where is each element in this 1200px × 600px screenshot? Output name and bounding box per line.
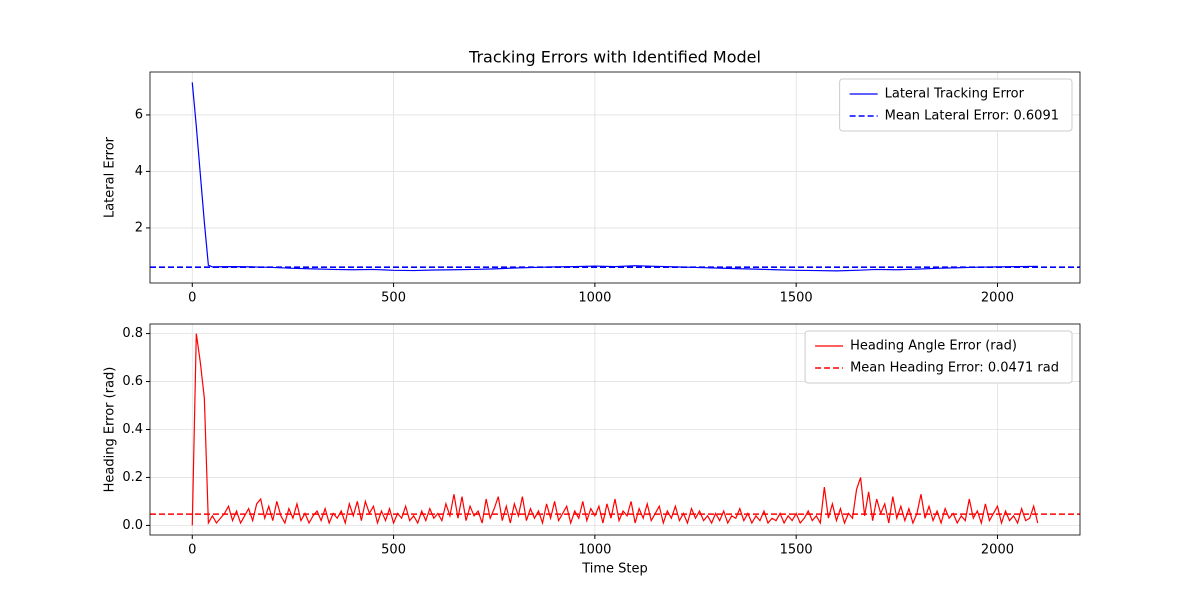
x-tick-label: 1500 bbox=[780, 291, 813, 306]
axes-frame bbox=[149, 71, 1081, 284]
y-tick-label: 6 bbox=[135, 107, 143, 122]
legend-frame bbox=[804, 330, 1073, 384]
y-tick-label: 0.0 bbox=[122, 518, 143, 533]
y-tick-label: 4 bbox=[135, 164, 143, 179]
y-tick-label: 0.6 bbox=[122, 374, 143, 389]
x-tick-label: 1000 bbox=[578, 291, 611, 306]
y-axis-label: Lateral Error bbox=[103, 136, 118, 218]
x-tick-label: 1000 bbox=[578, 543, 611, 558]
x-tick-label: 2000 bbox=[981, 543, 1014, 558]
legend-label: Mean Lateral Error: 0.6091 bbox=[885, 109, 1059, 124]
legend: Heading Angle Error (rad) Mean Heading Er… bbox=[804, 330, 1073, 384]
chart-title: Tracking Errors with Identified Model bbox=[468, 48, 761, 67]
legend-label: Heading Angle Error (rad) bbox=[850, 339, 1017, 354]
y-tick-label: 0.2 bbox=[122, 470, 143, 485]
x-tick-label: 500 bbox=[381, 543, 406, 558]
x-tick-label: 0 bbox=[188, 291, 196, 306]
axes: 0 500 1000 1500 2000 2 4 6 Tracking Errors with … bbox=[103, 48, 1081, 306]
y-tick-label: 2 bbox=[135, 220, 143, 235]
x-tick-label: 0 bbox=[188, 543, 196, 558]
legend-frame bbox=[839, 78, 1073, 132]
y-axis-label: Heading Error (rad) bbox=[103, 367, 118, 493]
x-axis-label: Time Step bbox=[581, 562, 648, 577]
legend: Lateral Tracking Error Mean Lateral Error… bbox=[839, 78, 1073, 132]
x-tick-label: 2000 bbox=[981, 291, 1014, 306]
axes: 0 500 1000 1500 2000 0.0 0.2 0.4 0.6 0.8 Time Step… bbox=[103, 323, 1081, 577]
x-tick-label: 500 bbox=[381, 291, 406, 306]
y-tick-label: 0.4 bbox=[122, 422, 143, 437]
x-tick-label: 1500 bbox=[780, 543, 813, 558]
legend-label: Mean Heading Error: 0.0471 rad bbox=[850, 361, 1059, 376]
y-tick-label: 0.8 bbox=[122, 326, 143, 341]
axes-frame bbox=[149, 323, 1081, 536]
legend-label: Lateral Tracking Error bbox=[885, 87, 1025, 102]
